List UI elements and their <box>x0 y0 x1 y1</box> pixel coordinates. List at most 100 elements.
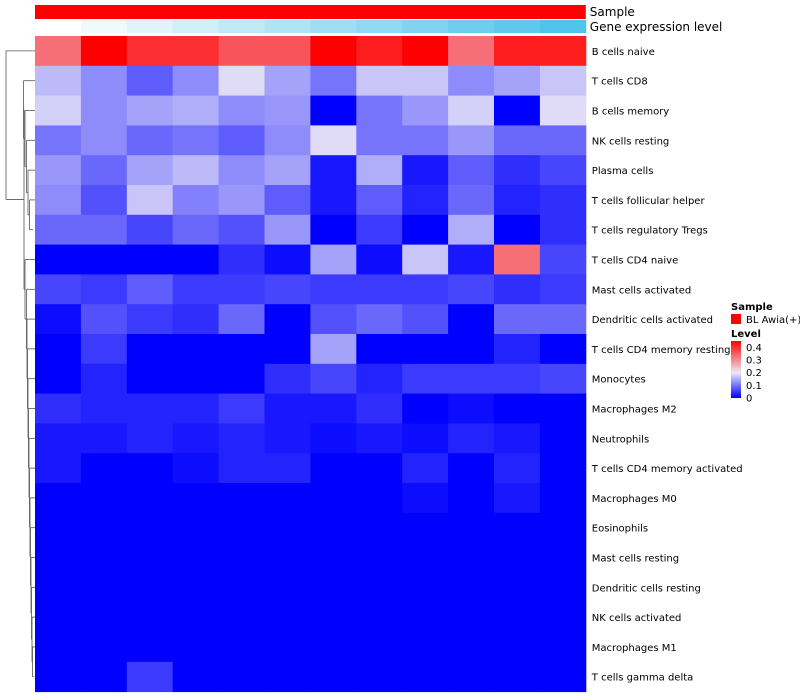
heatmap-cell <box>172 393 220 424</box>
heatmap-cell <box>539 423 587 454</box>
heatmap-cell <box>172 36 220 67</box>
heatmap-cell <box>494 483 541 514</box>
heatmap-cell <box>80 334 128 365</box>
row-label: Macrophages M1 <box>592 643 677 654</box>
heatmap-cell <box>448 334 495 365</box>
heatmap-cell <box>402 334 449 365</box>
heatmap-cell <box>264 423 311 454</box>
heatmap-cell <box>494 363 541 395</box>
heatmap-cell <box>539 453 587 484</box>
heatmap-cell <box>539 125 587 156</box>
heatmap-cell <box>402 304 449 335</box>
heatmap-cell <box>126 542 174 573</box>
row-label: B cells naive <box>592 47 655 58</box>
heatmap-cell <box>35 185 82 216</box>
heatmap-cell <box>35 125 82 156</box>
heatmap-cell <box>539 572 587 603</box>
heatmap-cell <box>539 274 587 305</box>
heatmap-cell <box>356 632 403 663</box>
heatmap-cell <box>80 453 128 484</box>
heatmap-cell <box>35 453 82 484</box>
heatmap-cell <box>172 512 220 544</box>
heatmap-cell <box>80 363 128 395</box>
row-label: Plasma cells <box>592 166 654 177</box>
heatmap-cell <box>356 363 403 395</box>
heatmap-cell <box>448 632 495 663</box>
heatmap-cell <box>218 632 265 663</box>
heatmap-cell <box>126 304 174 335</box>
heatmap-cell <box>310 632 357 663</box>
heatmap-cell <box>310 95 357 126</box>
heatmap-cell <box>356 423 403 454</box>
heatmap-cell <box>356 274 403 305</box>
heatmap-cell <box>539 304 587 335</box>
heatmap-cell <box>402 542 449 573</box>
heatmap-cell <box>448 36 495 67</box>
heatmap-cell <box>218 185 265 216</box>
row-label: Neutrophils <box>592 434 649 445</box>
heatmap-cell <box>126 661 174 693</box>
row-label: NK cells resting <box>592 136 669 147</box>
heatmap-cell <box>80 155 128 186</box>
heatmap-cell <box>494 274 541 305</box>
heatmap-cell <box>126 244 174 275</box>
heatmap-cell <box>172 95 220 126</box>
heatmap-cell <box>172 244 220 275</box>
heatmap-cell <box>402 512 449 544</box>
heatmap-cell <box>126 393 174 424</box>
heatmap-cell <box>80 661 128 693</box>
gene-expression-annotation-cell <box>402 20 449 33</box>
row-label: Eosinophils <box>592 524 648 535</box>
heatmap-cell <box>402 214 449 246</box>
heatmap-cell <box>264 155 311 186</box>
heatmap-cell <box>494 304 541 335</box>
heatmap-cell <box>172 214 220 246</box>
heatmap-cell <box>310 483 357 514</box>
heatmap-cell <box>402 244 449 275</box>
heatmap-cell <box>494 65 541 97</box>
heatmap-cell <box>310 244 357 275</box>
heatmap-cell <box>264 274 311 305</box>
heatmap-cell <box>402 155 449 186</box>
heatmap-cell <box>539 155 587 186</box>
row-label: T cells CD8 <box>591 77 648 88</box>
heatmap-cell <box>80 304 128 335</box>
heatmap-cell <box>35 512 82 544</box>
heatmap-cell <box>172 661 220 693</box>
heatmap-cell <box>539 661 587 693</box>
heatmap-cell <box>402 483 449 514</box>
heatmap-cell <box>310 185 357 216</box>
heatmap-cell <box>264 185 311 216</box>
heatmap-cell <box>35 65 82 97</box>
heatmap-cell <box>264 125 311 156</box>
heatmap-cell <box>218 542 265 573</box>
heatmap-cell <box>126 274 174 305</box>
heatmap-cell <box>172 155 220 186</box>
heatmap-cell <box>310 334 357 365</box>
row-label: B cells memory <box>592 107 669 118</box>
heatmap-cell <box>494 453 541 484</box>
heatmap-cell <box>448 393 495 424</box>
legend-sample-entry: BL Awia(+) <box>746 315 800 326</box>
heatmap-cell <box>172 423 220 454</box>
heatmap-cell <box>310 65 357 97</box>
heatmap-cell <box>539 393 587 424</box>
heatmap-cell <box>448 483 495 514</box>
heatmap-cell <box>356 334 403 365</box>
heatmap-cell <box>126 214 174 246</box>
heatmap-cell <box>218 334 265 365</box>
heatmap-cell <box>126 423 174 454</box>
heatmap-cell <box>35 393 82 424</box>
heatmap-cell <box>356 661 403 693</box>
row-label: Dendritic cells activated <box>592 315 713 326</box>
heatmap-cell <box>402 602 449 633</box>
row-labels: B cells naive T cells CD8 B cells memory NK… <box>591 47 743 684</box>
heatmap-cell <box>35 274 82 305</box>
row-label: Monocytes <box>592 375 646 386</box>
heatmap-cell <box>172 185 220 216</box>
heatmap-cell <box>126 125 174 156</box>
row-label: T cells gamma delta <box>591 673 693 684</box>
heatmap-cell <box>35 214 82 246</box>
heatmap-cell <box>172 483 220 514</box>
